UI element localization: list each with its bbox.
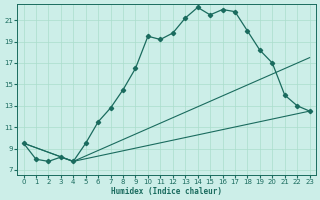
X-axis label: Humidex (Indice chaleur): Humidex (Indice chaleur) [111,187,222,196]
